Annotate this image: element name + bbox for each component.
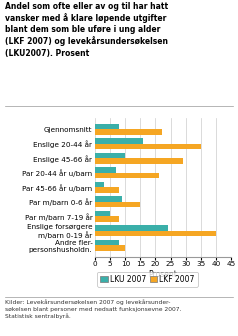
Bar — [95, 216, 119, 222]
Bar — [95, 124, 119, 129]
Bar — [95, 240, 119, 245]
Bar — [95, 182, 104, 187]
Bar — [95, 196, 122, 202]
Bar — [95, 245, 125, 251]
Bar — [95, 138, 144, 144]
Bar — [95, 202, 140, 207]
Bar — [95, 231, 216, 236]
Text: Kilder: Levekårsundersøkelsen 2007 og levekårsunder-
søkelsen blant personer med: Kilder: Levekårsundersøkelsen 2007 og le… — [5, 300, 181, 319]
Bar — [95, 187, 119, 193]
Bar — [95, 153, 125, 158]
Text: Andel som ofte eller av og til har hatt
vansker med å klare løpende utgifter
bla: Andel som ofte eller av og til har hatt … — [5, 2, 168, 57]
Bar — [95, 211, 110, 216]
Bar — [95, 158, 183, 164]
X-axis label: Prosent: Prosent — [149, 270, 178, 279]
Bar — [95, 173, 159, 178]
Bar — [95, 167, 116, 173]
Legend: LKU 2007, LKF 2007: LKU 2007, LKF 2007 — [97, 272, 198, 287]
Bar — [95, 144, 201, 150]
Bar — [95, 225, 168, 231]
Bar — [95, 129, 162, 135]
